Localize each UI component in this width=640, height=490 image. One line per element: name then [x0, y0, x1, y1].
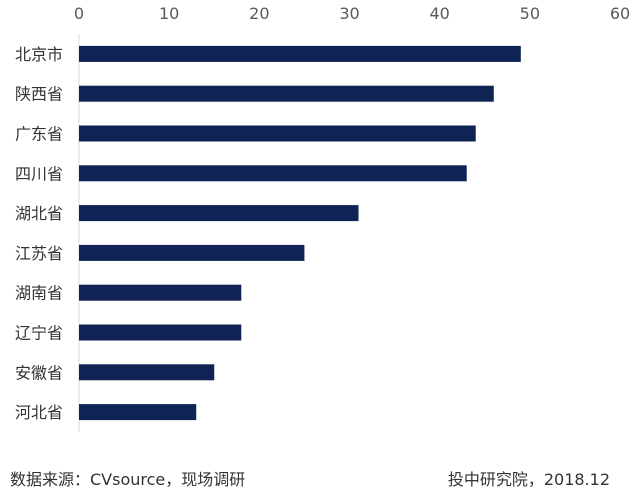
- bar: [79, 85, 494, 102]
- bar: [79, 45, 521, 62]
- category-label: 湖南省: [15, 284, 63, 303]
- category-label: 河北省: [15, 403, 63, 422]
- bar: [79, 284, 242, 301]
- category-label: 陕西省: [15, 85, 63, 104]
- x-tick-label: 10: [159, 4, 179, 23]
- category-label: 安徽省: [15, 363, 63, 382]
- x-tick-label: 0: [74, 4, 84, 23]
- x-tick-label: 50: [520, 4, 540, 23]
- bars: [79, 45, 521, 421]
- x-tick-label: 60: [610, 4, 630, 23]
- bar: [79, 205, 359, 222]
- bar-chart: 0 10 20 30 40 50 60 北京市陕西省广东省四川省湖北省江苏省湖南省辽宁省安徽…: [15, 4, 630, 432]
- x-axis-ticks: 0 10 20 30 40 50 60: [74, 4, 630, 23]
- bar: [79, 165, 467, 182]
- category-label: 北京市: [15, 45, 63, 64]
- bar: [79, 244, 305, 261]
- bar: [79, 324, 242, 341]
- category-label: 广东省: [15, 125, 63, 144]
- bar: [79, 364, 215, 381]
- category-label: 湖北省: [15, 204, 63, 223]
- category-label: 辽宁省: [15, 324, 63, 343]
- category-label: 四川省: [15, 164, 63, 183]
- credit-note: 投中研究院，2018.12: [447, 470, 610, 489]
- category-label: 江苏省: [15, 244, 63, 263]
- x-tick-label: 30: [339, 4, 359, 23]
- bar: [79, 125, 476, 142]
- bar: [79, 404, 197, 421]
- x-tick-label: 20: [249, 4, 269, 23]
- x-tick-label: 40: [429, 4, 449, 23]
- source-note: 数据来源：CVsource，现场调研: [10, 470, 246, 489]
